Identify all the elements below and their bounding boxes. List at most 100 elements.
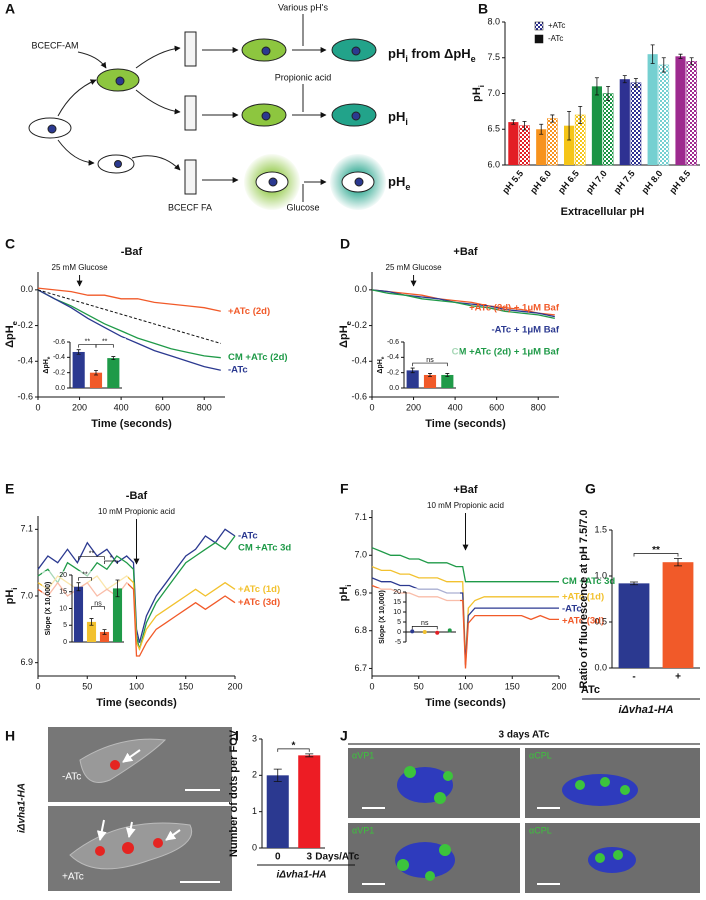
arrow [122,749,141,763]
bar [619,79,630,165]
y-tick-label: 0 [63,639,67,646]
series-label: -ATc [238,531,258,542]
significance-bracket [104,560,118,565]
strain: iΔvha1-HA [17,783,28,833]
y-tick-label: 7.1 [20,524,33,534]
legend-label: -ATc [548,34,563,43]
text-part: ΔpH [4,325,16,348]
text-part: pH [471,87,483,102]
inset-bg [376,588,460,646]
y-tick-label: 10 [393,609,401,616]
x-tick-label: pH 8.5 [667,168,692,195]
text-part: pH [338,587,350,602]
chart-title: +Baf [453,484,477,496]
y-tick-label: 6.9 [354,587,367,597]
line-series [371,289,555,320]
antibody-label: αVP1 [352,750,374,760]
error-bar [578,105,583,124]
signal [443,771,453,781]
y-tick-label: 10 [59,605,67,612]
error-bar [606,85,611,102]
line-series [371,289,555,316]
arrow [57,139,95,166]
y-tick-label: -0.6 [17,391,33,401]
annotation: 10 mM Propionic acid [427,501,504,510]
line-series [37,287,221,312]
text-part: i [405,54,408,64]
y-tick-label: -0.4 [351,356,367,366]
text-part: from ΔpH [408,46,471,61]
inset-y-label: Slope (X 10,000) [379,590,386,644]
panel-title: 3 days ATc [499,730,550,741]
text-part: i [405,117,408,127]
series-label: +ATc (1d) [562,591,604,602]
x-axis-label: Time (seconds) [96,697,177,709]
x-tick-label: pH 6.5 [556,168,581,195]
y-tick-label: 0.0 [594,662,607,672]
nucleus [351,111,361,121]
x-tick-label: 100 [129,681,144,691]
y-tick-label: 7.1 [354,512,367,522]
micrographs-j [348,743,700,893]
strain: iΔvha1-HA [618,704,673,716]
legend-label: +ATc [548,21,565,30]
y-tick-label: 0 [252,842,257,852]
significance-label: * [110,555,113,562]
bar [602,93,614,166]
signal [397,859,409,871]
text-part: i [10,588,19,590]
error-bar [89,618,94,626]
y-axis-label: pHi [4,588,19,605]
significance-label: ns [94,600,102,607]
text-part: e [47,356,52,359]
nucleus [114,160,122,168]
error-bar [111,356,116,361]
error-bar [650,44,655,64]
x-tick-label: pH 7.5 [612,168,637,195]
arrow [77,51,107,69]
bar [89,372,103,388]
text-part: pH [4,590,16,605]
arrow [57,79,97,117]
dot [110,760,120,770]
panel-letter: I [235,728,239,744]
significance-label: ** [85,339,91,346]
y-tick-label: 6.9 [20,657,33,667]
bar [441,374,454,388]
x-tick-label: 0 [369,402,374,412]
x-tick-label: + [675,672,681,683]
text-part: pH [388,109,405,124]
error-bar [428,373,432,377]
x-tick-label: 0 [35,681,40,691]
signal [404,766,416,778]
error-bar [661,57,666,73]
bar [675,56,686,165]
bar [266,775,289,848]
label: BCECF FA [168,202,212,212]
line-series [37,289,221,371]
label: Various pH's [278,2,329,12]
signal [575,780,585,790]
x-tick-label: 0 [369,681,374,691]
readout: pHe [388,174,410,192]
y-tick-label: -5 [395,639,401,646]
antibody-label: αCPL [529,750,552,760]
text-part: ΔpH [377,359,384,373]
error-bar [594,77,599,96]
y-tick-label: 5 [63,622,67,629]
x-tick-label: 0 [275,852,281,863]
y-tick-label: 1 [252,806,257,816]
nucleus [47,124,57,134]
y-tick-label: 1.5 [594,524,607,534]
bar [647,54,658,165]
bar [406,370,419,388]
dot [122,842,134,854]
x-tick-label: 150 [505,681,520,691]
panel-letter: J [340,728,348,744]
error-bar [445,373,450,377]
signal [613,850,623,860]
x-tick-label: 200 [551,681,566,691]
inset-y-label: ΔpHe [377,356,386,373]
chart-title: -Baf [126,490,148,502]
label: Propionic acid [275,72,332,82]
